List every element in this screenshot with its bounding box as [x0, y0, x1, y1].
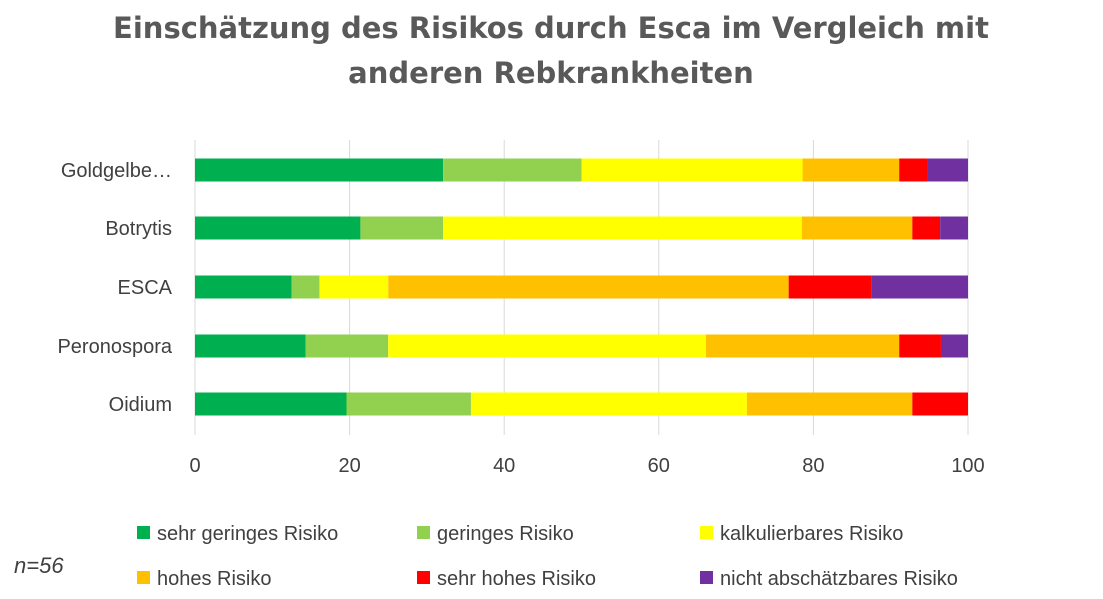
legend-swatch	[417, 571, 430, 584]
legend-swatch	[700, 571, 713, 584]
legend-label: nicht abschätzbares Risiko	[720, 568, 958, 590]
chart-title-line-1: Einschätzung des Risikos durch Esca im V…	[113, 11, 989, 45]
x-tick-label: 20	[338, 455, 360, 477]
bar-segment	[443, 158, 582, 182]
bar-segment	[581, 158, 803, 182]
bar-segment	[443, 216, 802, 240]
bar-segment	[346, 392, 471, 416]
bar-segment	[871, 275, 968, 299]
legend-label: hohes Risiko	[157, 568, 272, 590]
bar-segment	[195, 216, 361, 240]
bar-segment	[899, 334, 941, 358]
bar-segment	[305, 334, 389, 358]
bar-segment	[801, 216, 913, 240]
y-category-label: Oidium	[109, 394, 172, 416]
bar-segment	[319, 275, 389, 299]
legend-swatch	[417, 526, 430, 539]
x-tick-label: 40	[493, 455, 515, 477]
bar-segment	[912, 216, 941, 240]
bar-segment	[291, 275, 320, 299]
bars	[195, 158, 968, 416]
y-category-label: Peronospora	[57, 336, 172, 358]
bar-segment	[195, 275, 292, 299]
legend-label: sehr geringes Risiko	[157, 523, 338, 545]
x-axis-tick-labels: 0 20 40 60 80 100	[189, 455, 984, 477]
bar-segment	[746, 392, 913, 416]
bar-segment	[940, 334, 968, 358]
legend: sehr geringes Risiko geringes Risiko kalku…	[137, 523, 958, 590]
sample-size-note: n=56	[14, 553, 64, 578]
chart-title-line-2: anderen Rebkrankheiten	[348, 56, 754, 90]
bar-segment	[899, 158, 928, 182]
y-category-label: Goldgelbe…	[61, 160, 172, 182]
bar-segment	[388, 334, 706, 358]
bar-segment	[940, 216, 968, 240]
bar-segment	[927, 158, 968, 182]
y-category-label: ESCA	[118, 277, 173, 299]
legend-label: kalkulierbares Risiko	[720, 523, 903, 545]
bar-segment	[912, 392, 968, 416]
bar-segment	[470, 392, 747, 416]
bar-segment	[802, 158, 900, 182]
x-tick-label: 0	[189, 455, 200, 477]
legend-swatch	[137, 526, 150, 539]
x-tick-label: 100	[951, 455, 984, 477]
bar-segment	[360, 216, 444, 240]
y-category-label: Botrytis	[105, 218, 172, 240]
x-tick-label: 80	[802, 455, 824, 477]
legend-label: geringes Risiko	[437, 523, 574, 545]
legend-swatch	[137, 571, 150, 584]
legend-swatch	[700, 526, 713, 539]
bar-segment	[195, 392, 347, 416]
y-axis-category-labels: Goldgelbe… Botrytis ESCA Peronospora Oidium	[57, 160, 172, 416]
bar-segment	[388, 275, 789, 299]
bar-segment	[705, 334, 900, 358]
x-tick-label: 60	[648, 455, 670, 477]
legend-label: sehr hohes Risiko	[437, 568, 596, 590]
bar-segment	[788, 275, 872, 299]
bar-segment	[195, 158, 444, 182]
bar-segment	[195, 334, 306, 358]
